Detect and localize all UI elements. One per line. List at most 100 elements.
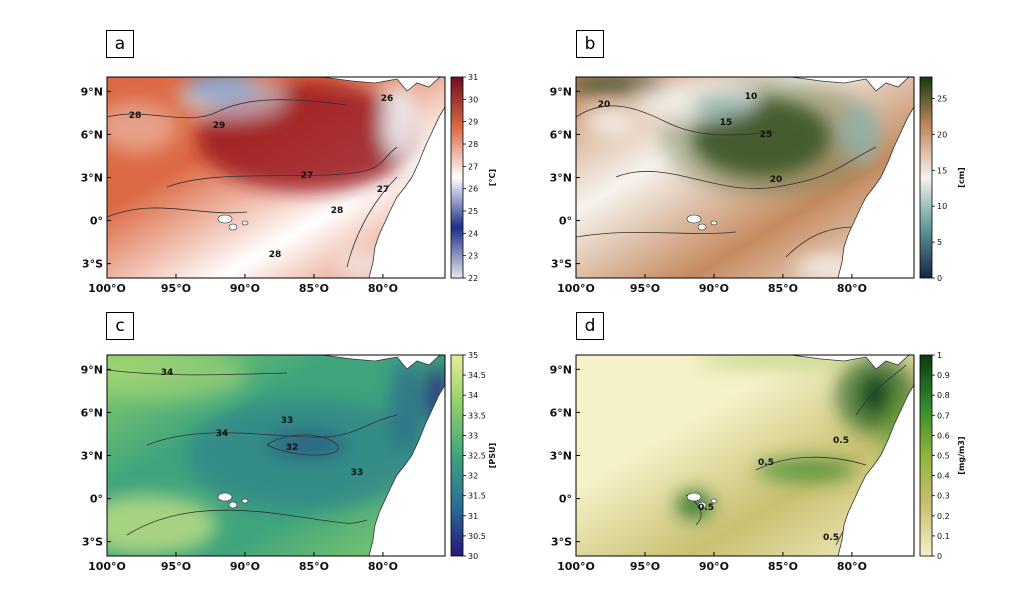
lon-tick-label: 100°O [88,282,126,295]
colorbar-tick-label: 0.3 [937,492,950,501]
land-mass [790,355,910,370]
colorbar-tick-label: 31 [468,73,478,82]
colorbar-tick-label: 0 [937,552,942,561]
colorbar-tick-label: 0.6 [937,431,950,440]
colorbar-unit-label: [cm] [957,167,966,187]
lon-tick-label: 90°O [230,282,260,295]
colorbar-tick-label: 22 [468,274,478,283]
land-mass [368,106,445,278]
lat-tick-label: 9°N [81,363,103,376]
contour-line [755,456,867,471]
contour-line [266,434,339,456]
field-anomaly [676,491,712,519]
colorbar-tick-label: 33.5 [468,411,486,420]
map-panel-c: 34 33 32 33 34 9°N 6°N 3°N 0° 3°S 100°O 95°O 90°O 85°… [81,351,497,573]
contour-label: 28 [129,111,142,121]
colorbar-tick-label: 32.5 [468,452,486,461]
land-mass [368,384,445,556]
colorbar-tick-label: 1 [937,351,942,360]
land-mass [837,106,914,278]
colorbar-tick-label: 33 [468,431,478,440]
colorbar-tick-label: 0.1 [937,532,950,541]
contour-line [576,231,737,238]
lon-tick-label: 80°O [368,282,398,295]
colorbar-tick-label: 0.7 [937,411,950,420]
colorbar-tick-label: 10 [937,202,947,211]
lat-tick-label: 3°N [81,172,103,185]
colorbar-tick-label: 0.2 [937,512,950,521]
field-anomaly [107,355,247,400]
colorbar-tick-label: 31 [468,512,478,521]
lon-tick-label: 100°O [557,282,595,295]
field-anomaly [862,375,890,415]
field-anomaly [389,360,425,450]
contour-line [107,99,348,119]
contour-label: 26 [381,94,394,104]
contour-line [615,146,877,189]
contour-label: 34 [161,368,174,378]
lat-tick-label: 6°N [81,128,103,141]
lon-tick-label: 90°O [699,560,729,573]
colorbar-unit-label: [PSU] [488,443,497,468]
lon-tick-label: 85°O [768,560,798,573]
lon-tick-label: 95°O [161,560,191,573]
lat-tick-label: 0° [90,493,103,506]
contour-line [146,414,398,446]
colorbar-c [450,354,464,557]
contour-label: 20 [770,175,783,185]
colorbar-tick-label: 30 [468,552,478,561]
lon-tick-label: 80°O [837,282,867,295]
contour-line [576,105,777,136]
lat-tick-label: 3°S [82,536,103,549]
contour-label: 33 [281,416,294,426]
lat-tick-label: 3°N [81,450,103,463]
contour-line [107,369,288,376]
colorbar-tick-label: 27 [468,162,478,171]
panel-label-d: d [576,312,604,340]
field-anomaly [576,77,666,95]
lon-tick-label: 85°O [299,560,329,573]
lat-tick-label: 9°N [550,363,572,376]
contour-line [166,146,398,188]
island [241,498,249,504]
lon-tick-label: 85°O [768,282,798,295]
field-anomaly [107,495,217,555]
land-mass [321,77,441,92]
lon-tick-label: 100°O [557,560,595,573]
island [228,223,238,231]
island [710,498,718,504]
colorbar-tick-label: 25 [468,207,478,216]
contour-label: 0.5 [698,503,714,513]
island [686,492,702,502]
lat-tick-label: 3°S [82,258,103,271]
contour-label: 0.5 [823,533,839,543]
colorbar-b [919,76,933,279]
contour-line [346,176,398,268]
lat-tick-label: 3°N [550,450,572,463]
contour-line [855,364,907,416]
contour-label: 34 [216,429,229,439]
island [217,214,233,224]
land-mass [790,77,910,92]
lon-tick-label: 95°O [630,282,660,295]
contour-label: 0.5 [758,458,774,468]
colorbar-tick-label: 32 [468,472,478,481]
island [697,223,707,231]
lon-tick-label: 85°O [299,282,329,295]
lat-tick-label: 3°N [550,172,572,185]
lat-tick-label: 0° [559,215,572,228]
field-anomaly [843,102,879,162]
island [686,214,702,224]
colorbar-tick-label: 28 [468,140,478,149]
colorbar-d [919,354,933,557]
colorbar-tick-label: 26 [468,185,478,194]
colorbar-tick-label: 30.5 [468,532,486,541]
colorbar-tick-label: 0.9 [937,371,950,380]
contour-label: 27 [377,185,390,195]
colorbar-tick-label: 15 [937,166,947,175]
island [241,220,249,226]
colorbar-tick-label: 0.4 [937,472,950,481]
lon-tick-label: 95°O [630,560,660,573]
lon-tick-label: 80°O [368,560,398,573]
